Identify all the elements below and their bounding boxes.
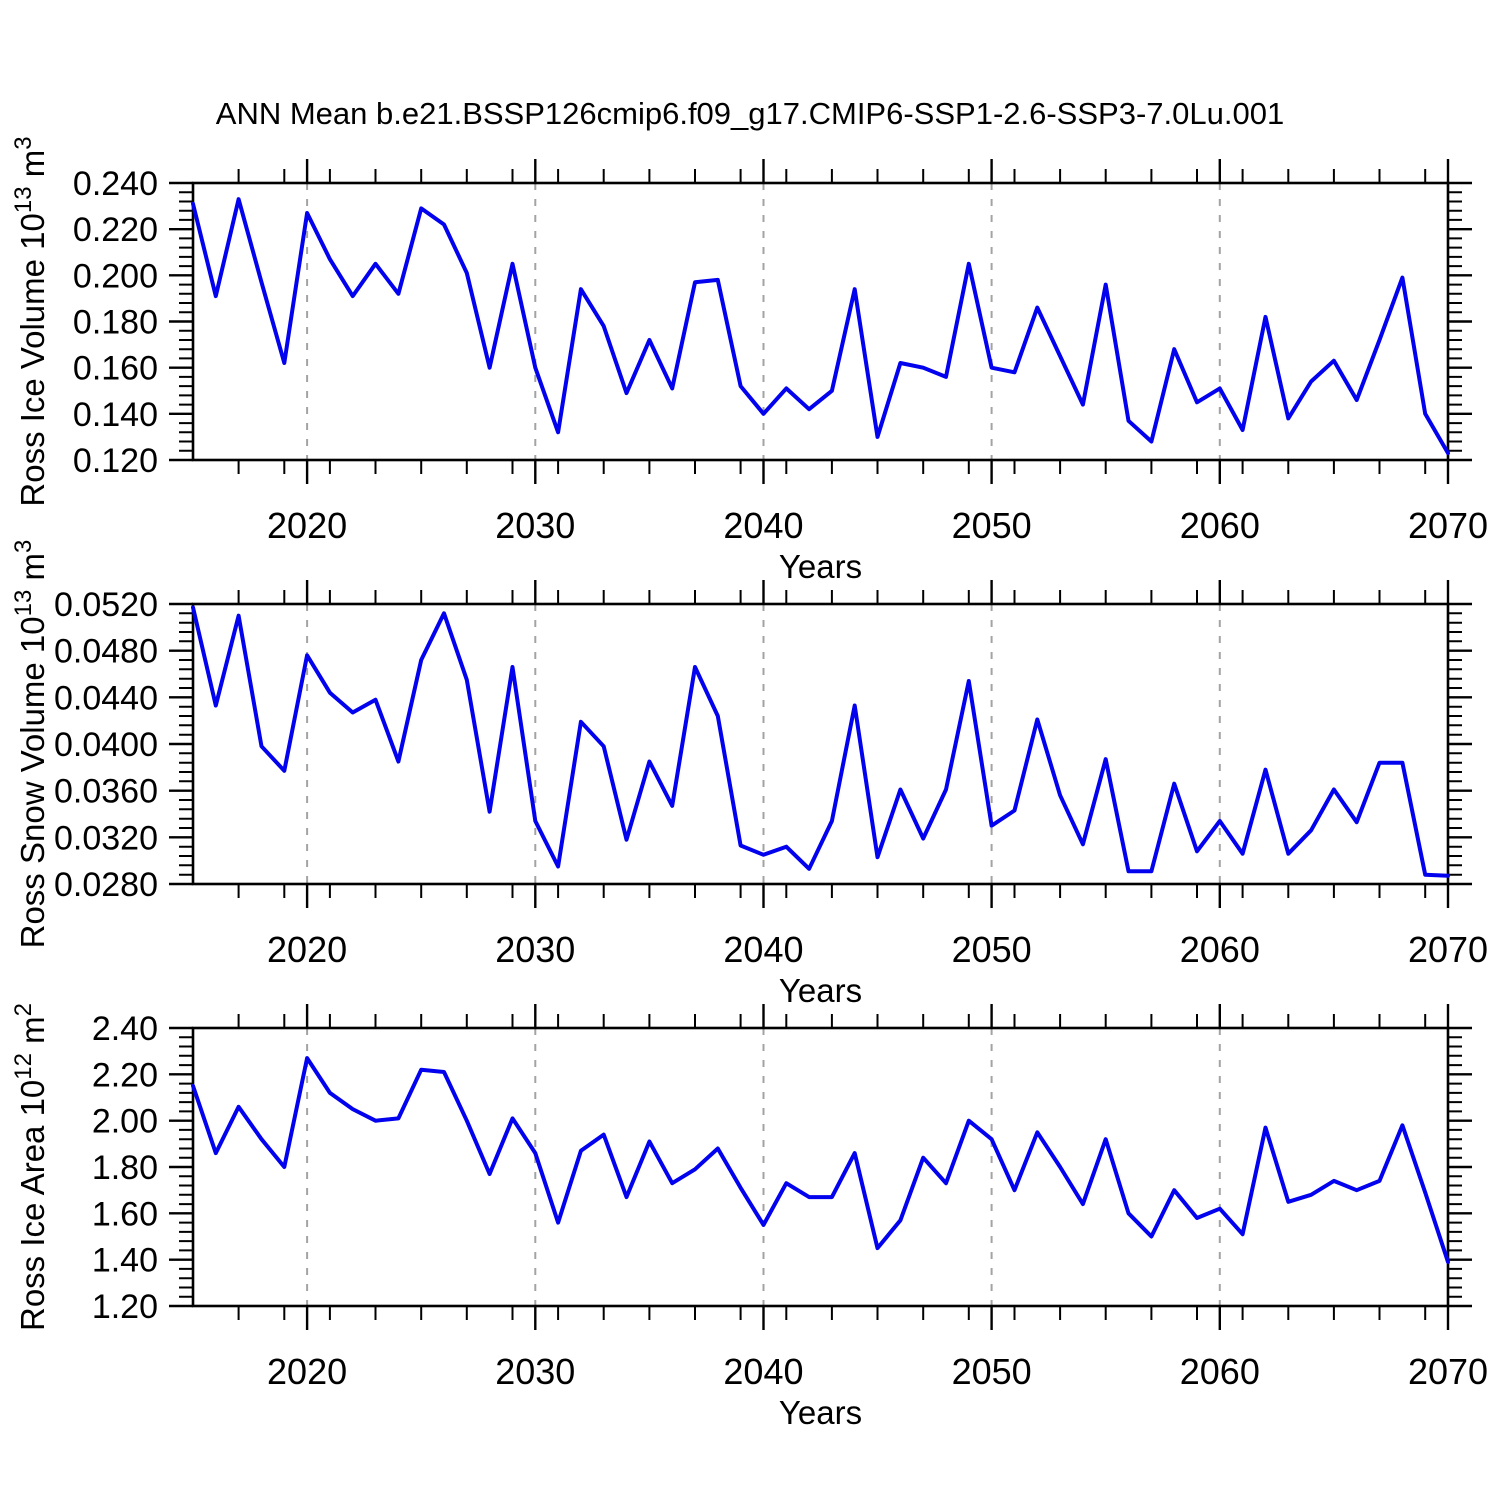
x-tick-label: 2040: [723, 1351, 803, 1392]
x-tick-label: 2020: [267, 929, 347, 970]
x-tick-label: 2060: [1180, 505, 1260, 546]
x-tick-label: 2070: [1408, 1351, 1488, 1392]
y-tick-label: 2.40: [92, 1010, 158, 1048]
axis-ticks-minor: [179, 169, 1462, 474]
plot-frame: [191, 1026, 1450, 1308]
axis-ticks-major: [169, 159, 1472, 484]
axis-ticks-major: [169, 1004, 1472, 1330]
y-tick-label: 0.0280: [54, 866, 158, 904]
x-axis-title: Years: [779, 548, 862, 585]
y-tick-label: 1.60: [92, 1195, 158, 1233]
y-tick-label: 1.20: [92, 1288, 158, 1326]
y-tick-label: 0.0320: [54, 819, 158, 857]
x-tick-label: 2070: [1408, 929, 1488, 970]
y-tick-label: 2.20: [92, 1056, 158, 1094]
y-tick-label: 2.00: [92, 1103, 158, 1141]
x-tick-label: 2060: [1180, 1351, 1260, 1392]
decade-gridlines: [306, 1028, 1221, 1306]
y-tick-label: 0.220: [73, 211, 158, 249]
figure-title: ANN Mean b.e21.BSSP126cmip6.f09_g17.CMIP…: [215, 96, 1285, 131]
y-tick-label: 0.180: [73, 304, 158, 342]
data-line-0: [191, 197, 1450, 456]
y-axis-title: Ross Ice Volume 1013 m3: [10, 136, 51, 506]
y-tick-label: 0.0400: [54, 726, 158, 764]
x-tick-label: 2020: [267, 505, 347, 546]
axis-ticks-minor: [179, 1014, 1462, 1320]
x-tick-label: 2050: [952, 929, 1032, 970]
y-tick-label: 0.240: [73, 165, 158, 203]
plot-frame: [191, 181, 1450, 462]
y-tick-label: 0.0520: [54, 586, 158, 624]
y-tick-label: 0.160: [73, 350, 158, 388]
axis-ticks-major: [169, 580, 1472, 908]
data-line-1: [191, 605, 1450, 878]
x-tick-label: 2040: [723, 505, 803, 546]
chart-panel-0: 0.240 0.220 0.200 0.180 0.160 0.140 0.120 2020 2…: [10, 136, 1488, 585]
y-tick-label: 0.0480: [54, 633, 158, 671]
y-tick-label: 0.0440: [54, 679, 158, 717]
x-tick-label: 2060: [1180, 929, 1260, 970]
x-tick-label: 2050: [952, 1351, 1032, 1392]
data-line-2: [191, 1056, 1450, 1264]
x-tick-label: 2030: [495, 929, 575, 970]
x-tick-label: 2030: [495, 1351, 575, 1392]
chart-panel-2: 2.40 2.20 2.00 1.80 1.60 1.40 1.20 2020 2030 2040…: [10, 1003, 1488, 1431]
x-tick-label: 2050: [952, 505, 1032, 546]
x-tick-label: 2020: [267, 1351, 347, 1392]
y-tick-label: 0.0360: [54, 773, 158, 811]
y-tick-label: 0.120: [73, 442, 158, 480]
y-axis-title: Ross Ice Area 1012 m2: [10, 1003, 51, 1331]
y-tick-label: 1.40: [92, 1242, 158, 1280]
x-tick-label: 2070: [1408, 505, 1488, 546]
y-tick-label: 0.200: [73, 257, 158, 295]
plot-frame: [191, 602, 1450, 886]
y-tick-label: 0.140: [73, 396, 158, 434]
axis-ticks-minor: [179, 590, 1462, 898]
x-tick-label: 2030: [495, 505, 575, 546]
x-axis-title: Years: [779, 1394, 862, 1431]
x-axis-title: Years: [779, 972, 862, 1009]
y-tick-label: 1.80: [92, 1149, 158, 1187]
y-axis-title: Ross Snow Volume 1013 m3: [10, 540, 51, 949]
chart-panel-1: 0.0520 0.0480 0.0440 0.0400 0.0360 0.0320 0.02…: [10, 540, 1488, 1009]
x-tick-label: 2040: [723, 929, 803, 970]
